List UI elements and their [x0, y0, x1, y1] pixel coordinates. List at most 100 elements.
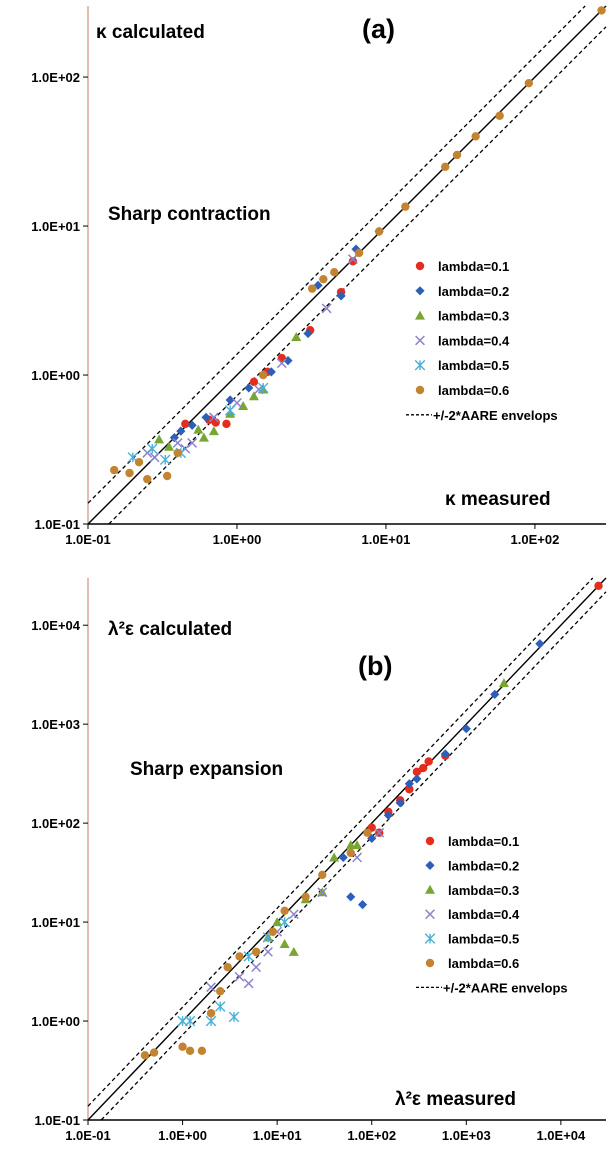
panel-b-point-lambda-0_5	[228, 1011, 240, 1023]
panel-b-point-lambda-0_6	[301, 892, 310, 902]
panel-b-point-lambda-0_4	[234, 971, 245, 982]
panel-a-point-lambda-0_6	[495, 111, 504, 120]
panel-a-legend-label: lambda=0.1	[438, 259, 509, 274]
panel-a-point-lambda-0_6	[143, 474, 152, 484]
panel-b-legend-envelope-label: +/-2*AARE envelops	[443, 980, 568, 995]
panel-b-point-lambda-0_2	[490, 689, 500, 699]
panel-a-point-lambda-0_2	[187, 420, 197, 430]
panel-a-y-tick-label: 1.0E+00	[31, 368, 80, 383]
panel-a-point-lambda-0_6	[452, 150, 462, 160]
panel-a-legend-label: lambda=0.2	[438, 284, 509, 299]
panel-b-point-lambda-0_3	[279, 939, 290, 949]
panel-b-point-lambda-0_6	[251, 947, 261, 957]
panel-b-point-lambda-0_6	[206, 1009, 216, 1018]
panel-b-point-lambda-0_6	[280, 906, 289, 916]
panel-a-x-label: κ measured	[445, 489, 551, 510]
panel-b-point-lambda-0_6	[197, 1046, 207, 1056]
panel-b-y-tick-label: 1.0E+02	[31, 816, 80, 831]
panel-a-x-tick-label: 1.0E+00	[213, 532, 262, 547]
panel-a-legend-label: lambda=0.5	[438, 358, 509, 373]
panel-b-point-lambda-0_1	[412, 767, 422, 777]
panel-a-y-label: κ calculated	[96, 22, 205, 43]
panel-b-legend-marker	[425, 958, 435, 968]
panel-b-point-lambda-0_5	[184, 1015, 196, 1027]
panel-b-point-lambda-0_2	[535, 639, 545, 649]
panel-a-point-lambda-0_6	[441, 162, 450, 171]
panel-a-point-lambda-0_3	[208, 426, 219, 436]
panel-b-point-lambda-0_1	[424, 757, 433, 766]
panel-b-legend-label: lambda=0.5	[448, 932, 519, 947]
panel-b-x-tick-label: 1.0E+02	[347, 1128, 396, 1143]
panel-b-point-lambda-0_3	[352, 840, 363, 850]
panel-b-point-lambda-0_2	[367, 833, 377, 844]
panel-a-point-lambda-0_6	[524, 78, 534, 88]
panel-a-x-tick-label: 1.0E+01	[362, 532, 411, 547]
panel-b-x-tick-label: 1.0E+03	[442, 1128, 491, 1143]
panel-a-legend: lambda=0.1 lambda=0.2 lambda=0.3 lambda=0.4…	[406, 259, 558, 423]
panel-b-point-lambda-0_6	[318, 870, 327, 880]
panel-b-point-lambda-0_3	[345, 840, 356, 850]
panel-b-point-lambda-0_5	[177, 1015, 188, 1027]
panel-b-x-tick-label: 1.0E-01	[65, 1128, 111, 1143]
panel-b-point-lambda-0_6	[140, 1051, 150, 1060]
panel-b-point-lambda-0_6	[235, 952, 244, 961]
panel-b-y-tick-label: 1.0E+00	[31, 1014, 80, 1029]
panel-a-point-lambda-0_3	[164, 441, 175, 451]
panel-a-legend-marker	[415, 261, 425, 271]
panel-a-legend-marker	[415, 310, 425, 320]
panel-b-point-lambda-0_2	[338, 852, 348, 863]
panel-b-x-tick-label: 1.0E+00	[158, 1128, 207, 1143]
panel-a-point-lambda-0_4	[208, 412, 219, 423]
panel-b-y-tick-label: 1.0E+01	[31, 915, 80, 930]
panel-b-point-lambda-0_4	[206, 982, 216, 993]
panel-b-point-lambda-0_2	[346, 892, 356, 902]
panel-b-point-lambda-0_6	[178, 1042, 187, 1051]
panel-b-legend-label: lambda=0.2	[448, 858, 519, 873]
panel-b-legend: lambda=0.1 lambda=0.2 lambda=0.3 lambda=0.4…	[416, 834, 568, 995]
panel-b-point-lambda-0_4	[288, 909, 299, 920]
panel-a-point-lambda-0_5	[224, 404, 236, 416]
panel-b-point-lambda-0_1	[418, 763, 428, 773]
panel-b-point-lambda-0_4	[374, 827, 385, 838]
panel-b-point-lambda-0_2	[440, 749, 450, 759]
panel-a-point-lambda-0_6	[374, 227, 384, 236]
panel-a-point-lambda-0_6	[308, 284, 317, 293]
panel-a-point-lambda-0_2	[225, 395, 235, 405]
panel-a-legend-label: lambda=0.3	[438, 309, 509, 324]
panel-a-point-lambda-0_6	[162, 471, 172, 481]
panel-a-point-lambda-0_6	[354, 248, 364, 258]
panel-a-y-tick-label: 1.0E-01	[34, 517, 80, 532]
panel-b-point-lambda-0_6	[185, 1046, 195, 1056]
panel-a-lower-envelope	[108, 26, 607, 525]
panel-b-x-tick-label: 1.0E+01	[253, 1128, 302, 1143]
panel-b-point-lambda-0_1	[594, 581, 603, 591]
panel-a-legend-label: lambda=0.4	[438, 333, 510, 348]
panel-a-legend-marker	[415, 385, 425, 395]
panel-a-point-lambda-0_3	[291, 331, 302, 341]
panel-a-point-lambda-0_2	[201, 412, 211, 422]
panel-a-point-lambda-0_2	[303, 328, 313, 339]
panel-a-point-lambda-0_6	[319, 274, 328, 284]
panel-b-legend-marker	[424, 933, 436, 944]
panel-b-point-lambda-0_6	[149, 1048, 159, 1057]
panel-b-point-lambda-0_6	[346, 848, 355, 858]
panel-b-annotation: Sharp expansion	[130, 759, 283, 780]
panel-b-point-lambda-0_4	[243, 978, 254, 989]
panel-b-point-lambda-0_4	[317, 887, 328, 898]
panel-b-point-lambda-0_2	[461, 724, 471, 734]
panel-b-y-tick-label: 1.0E+03	[31, 717, 80, 732]
panel-a-point-lambda-0_3	[198, 432, 209, 442]
panel-b-legend-marker	[425, 909, 435, 920]
panel-b-legend-marker	[425, 836, 435, 846]
panel-a-legend-label: lambda=0.6	[438, 383, 509, 398]
panel-b-legend-label: lambda=0.4	[448, 907, 520, 922]
panel-a-y-tick-label: 1.0E+01	[31, 219, 80, 234]
panel-a-point-lambda-0_6	[471, 132, 480, 141]
panel-a-point-lambda-0_5	[146, 443, 158, 455]
panel-b-legend-label: lambda=0.6	[448, 956, 519, 971]
panel-a-point-lambda-0_1	[348, 257, 358, 266]
panel-a-point-lambda-0_6	[110, 465, 119, 475]
panel-a-point-lambda-0_6	[401, 202, 410, 211]
panel-a-legend-marker	[414, 359, 426, 371]
